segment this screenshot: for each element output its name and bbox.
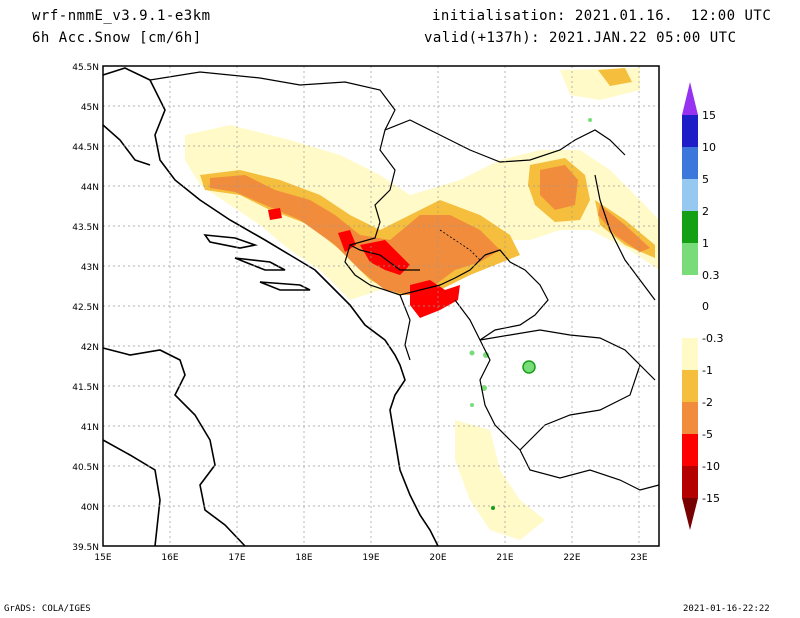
lon-label: 19E (362, 553, 379, 563)
colorbar-label: -5 (702, 428, 713, 441)
lat-label: 44.5N (72, 143, 99, 153)
snow-very-heavy-cell-1 (338, 230, 356, 252)
lat-label: 43N (81, 263, 99, 273)
colorbar-label: -1 (702, 364, 713, 377)
lon-label: 18E (295, 553, 312, 563)
colorbar-label: 1 (702, 237, 709, 250)
lat-label: 42.5N (72, 303, 99, 313)
italy-coast-south (102, 439, 161, 547)
lat-label: 43.5N (72, 223, 99, 233)
snow-heavy-region (210, 175, 500, 295)
colorbar-label: 5 (702, 173, 709, 186)
init-time: initialisation: 2021.01.16. 12:00 UTC (432, 8, 772, 24)
colorbar-label: 0.3 (702, 269, 720, 282)
snow-spot-4 (469, 350, 475, 356)
lat-label: 41N (81, 423, 99, 433)
snow-very-heavy-cell-2 (360, 240, 410, 275)
border-serbia-north (384, 119, 626, 163)
lat-label: 39.5N (72, 543, 99, 553)
lon-label: 16E (161, 553, 178, 563)
model-name: wrf-nmmE_v3.9.1-e3km (32, 8, 211, 24)
graticule (103, 66, 659, 546)
colorbar-segment (682, 243, 698, 275)
border-greece (519, 449, 660, 491)
lat-label: 41.5N (72, 383, 99, 393)
colorbar-label: 2 (702, 205, 709, 218)
colorbar-segment (682, 147, 698, 179)
snow-spot-7 (491, 506, 495, 510)
lon-axis: 15E 16E 17E 18E 19E 20E 21E 22E 23E (94, 553, 647, 563)
snow-heavy-region-far-east (598, 205, 650, 252)
lon-label: 17E (228, 553, 245, 563)
lon-label: 20E (429, 553, 446, 563)
colorbar-segment (682, 211, 698, 243)
colorbar-top-arrow (682, 82, 698, 115)
credit-text: GrADS: COLA/IGES (4, 604, 91, 614)
colorbar-segment (682, 402, 698, 434)
colorbar-segment (682, 115, 698, 147)
adriatic-east-coast (102, 67, 439, 547)
snow-very-heavy-cell-4 (268, 208, 282, 220)
lon-label: 22E (563, 553, 580, 563)
snow-light-region-south (455, 420, 545, 540)
snow-heavy-region-east (540, 165, 578, 210)
snow-spot-1 (522, 360, 536, 374)
colorbar-label: 10 (702, 141, 716, 154)
border-croatia-bosnia-serbia (149, 71, 486, 296)
border-albania-north (399, 294, 411, 361)
border-serbia-bulgaria (594, 174, 656, 301)
snow-spot-6 (588, 118, 592, 122)
border-macedonia (479, 329, 641, 451)
lat-label: 45.5N (72, 63, 99, 73)
border-bulgaria-south (639, 364, 656, 381)
lat-axis: 45.5N 45N 44.5N 44N 43.5N 43N 42.5N 42N … (72, 63, 99, 553)
lon-label: 15E (94, 553, 111, 563)
colorbar: 15 10 5 2 1 0.3 0 -0.3 -1 -2 -5 -10 -15 (682, 82, 723, 530)
lat-label: 42N (81, 343, 99, 353)
lon-label: 21E (496, 553, 513, 563)
island-1 (203, 234, 259, 249)
colorbar-label: -0.3 (702, 332, 723, 345)
valid-time: valid(+137h): 2021.JAN.22 05:00 UTC (424, 30, 737, 46)
map-frame (102, 65, 660, 547)
lon-label: 23E (630, 553, 647, 563)
colorbar-segment (682, 338, 698, 370)
lat-label: 40N (81, 503, 99, 513)
colorbar-bottom-arrow (682, 498, 698, 530)
lat-label: 40.5N (72, 463, 99, 473)
snow-field (185, 68, 659, 540)
colorbar-segment (682, 466, 698, 498)
province-borders (439, 229, 481, 261)
snow-spot-3 (483, 352, 489, 358)
colorbar-label: -15 (702, 492, 720, 505)
variable-name: 6h Acc.Snow [cm/6h] (32, 30, 202, 46)
colorbar-label: -10 (702, 460, 720, 473)
colorbar-segment (682, 275, 698, 338)
island-3 (259, 281, 311, 291)
italy-coast (102, 347, 246, 547)
colorbar-label: -2 (702, 396, 713, 409)
snow-spot-5 (470, 403, 474, 407)
colorbar-segment (682, 370, 698, 402)
colorbar-label: 0 (702, 300, 709, 313)
colorbar-label: 15 (702, 109, 716, 122)
border-montenegro (349, 244, 420, 271)
border-albania-macedonia (454, 299, 521, 451)
lat-label: 44N (81, 183, 99, 193)
colorbar-segment (682, 179, 698, 211)
timestamp-text: 2021-01-16-22:22 (683, 604, 770, 614)
lat-label: 45N (81, 103, 99, 113)
province-line-1 (439, 229, 481, 261)
colorbar-labels: 15 10 5 2 1 0.3 0 -0.3 -1 -2 -5 -10 -15 (702, 109, 723, 505)
colorbar-segment (682, 434, 698, 466)
snow-moderate-region-ne (598, 68, 632, 86)
istria-coast (102, 124, 151, 166)
